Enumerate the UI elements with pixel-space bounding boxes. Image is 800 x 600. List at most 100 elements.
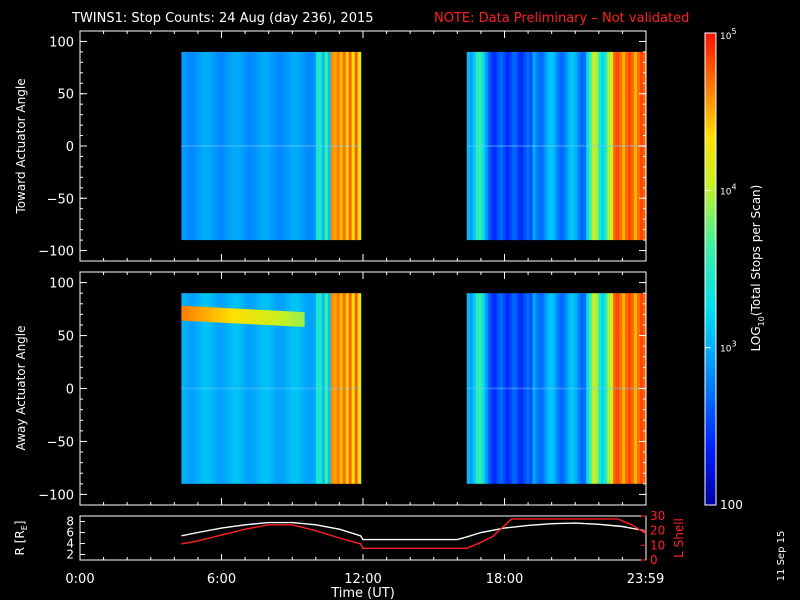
spectrogram-column bbox=[259, 293, 263, 484]
spectrogram-column bbox=[550, 293, 554, 484]
spectrogram-column bbox=[330, 293, 335, 484]
high-count-band bbox=[222, 308, 227, 323]
spectrogram-column bbox=[297, 293, 302, 484]
spectrogram-column bbox=[184, 51, 188, 241]
spectrogram-column bbox=[253, 51, 257, 241]
spectrogram-column bbox=[613, 51, 617, 241]
spectrogram-column bbox=[214, 51, 218, 241]
spectrogram-column bbox=[520, 51, 525, 241]
spectrogram-column bbox=[232, 51, 236, 241]
spectrogram-column bbox=[309, 51, 314, 241]
spectrogram-column bbox=[226, 51, 230, 241]
spectrogram-column bbox=[589, 51, 593, 241]
left-y-tick-label: 4 bbox=[66, 537, 74, 551]
spectrogram-column bbox=[181, 51, 185, 241]
spectrogram-column bbox=[238, 51, 242, 241]
right-y-tick-label: 0 bbox=[650, 553, 658, 567]
colorbar-ticks: 105 104 103 100 bbox=[705, 27, 743, 512]
spectrogram-column bbox=[490, 51, 495, 241]
spectrogram-column bbox=[342, 51, 347, 241]
spectrogram-column bbox=[514, 51, 519, 241]
spectrogram-column bbox=[559, 51, 563, 241]
spectrogram-column bbox=[235, 51, 239, 241]
spectrogram-column bbox=[532, 293, 537, 484]
high-count-band bbox=[185, 306, 191, 321]
radius-axis-label: R [RE] bbox=[13, 521, 29, 556]
spectrogram-column bbox=[336, 293, 341, 484]
x-axis-ticks bbox=[79, 272, 647, 505]
y-tick-label: −100 bbox=[38, 245, 74, 260]
y-tick-label: 0 bbox=[66, 140, 74, 155]
spectrogram-column bbox=[583, 51, 587, 241]
spectrogram-column bbox=[547, 51, 552, 241]
y-tick-label: 50 bbox=[57, 88, 74, 103]
spectrogram-column bbox=[265, 293, 269, 484]
y-tick-label: −50 bbox=[47, 192, 74, 207]
spectrogram-column bbox=[607, 293, 611, 484]
spectrogram-column bbox=[244, 51, 248, 241]
spectrogram-column bbox=[211, 51, 215, 241]
zero-angle-stripe bbox=[181, 387, 361, 390]
high-count-band bbox=[218, 307, 223, 323]
spectrogram-column bbox=[220, 293, 224, 484]
spectrogram-column bbox=[318, 51, 323, 241]
spectrogram-column bbox=[345, 51, 350, 241]
spectrogram-column bbox=[318, 293, 323, 484]
spectrogram-column bbox=[613, 293, 617, 484]
spectrogram-column bbox=[505, 293, 510, 484]
spectrogram-column bbox=[634, 293, 638, 484]
high-count-band bbox=[210, 307, 215, 323]
spectrogram-column bbox=[348, 51, 353, 241]
spectrogram-column bbox=[595, 293, 599, 484]
ephemeris-lines bbox=[181, 518, 647, 549]
spectrogram-column bbox=[604, 51, 608, 241]
spectrogram-column bbox=[217, 51, 221, 241]
lshell-axis-label: L Shell bbox=[672, 518, 686, 558]
spectrogram-column bbox=[484, 51, 489, 241]
chart-title: TWINS1: Stop Counts: 24 Aug (day 236), 2… bbox=[71, 11, 374, 26]
spectrogram-column bbox=[574, 51, 578, 241]
y-axis-ticks: 100 50 0 −50 −100 bbox=[38, 277, 646, 503]
spectrogram-column bbox=[586, 51, 590, 241]
spectrogram-column bbox=[625, 293, 629, 484]
high-count-band bbox=[201, 306, 207, 322]
spectrogram-column bbox=[277, 293, 281, 484]
high-count-band bbox=[299, 312, 305, 327]
spectrogram-column bbox=[312, 51, 317, 241]
spectrogram-column bbox=[544, 51, 549, 241]
spectrogram-column bbox=[466, 293, 471, 484]
spectrogram-column bbox=[187, 51, 191, 241]
zero-angle-stripe bbox=[466, 387, 646, 390]
spectrogram-column bbox=[511, 293, 516, 484]
y-axis-label: Away Actuator Angle bbox=[14, 325, 28, 450]
colorbar-scale bbox=[704, 32, 717, 506]
spectrogram-column bbox=[511, 51, 516, 241]
x-tick-label: 0:00 bbox=[65, 572, 94, 587]
spectrogram-column bbox=[259, 51, 263, 241]
radius-curve bbox=[181, 521, 647, 541]
high-count-band bbox=[230, 308, 236, 324]
spectrogram-column bbox=[637, 51, 641, 241]
x-tick-label: 6:00 bbox=[207, 572, 236, 587]
spectrogram-column bbox=[285, 51, 290, 241]
spectrogram-column bbox=[193, 293, 197, 484]
colorbar-tick-label: 105 bbox=[720, 27, 737, 42]
spectrogram-column bbox=[475, 51, 480, 241]
spectrogram-column bbox=[285, 293, 290, 484]
spectrogram-column bbox=[333, 293, 338, 484]
spectrogram-column bbox=[553, 293, 557, 484]
spectrogram-column bbox=[508, 293, 513, 484]
high-count-band bbox=[246, 309, 252, 325]
high-count-band bbox=[291, 311, 297, 327]
spectrogram-column bbox=[568, 293, 572, 484]
spectrogram-column bbox=[282, 293, 287, 484]
right-y-tick-label: 30 bbox=[650, 509, 665, 523]
colorbar: 105 104 103 100 LOG10(Total Stops per Scan) bbox=[704, 27, 766, 512]
spectrogram-column bbox=[517, 51, 522, 241]
high-count-band bbox=[263, 310, 268, 325]
spectrogram-column bbox=[303, 51, 308, 241]
y-tick-label: −50 bbox=[47, 435, 74, 450]
spectrogram-column bbox=[586, 293, 590, 484]
